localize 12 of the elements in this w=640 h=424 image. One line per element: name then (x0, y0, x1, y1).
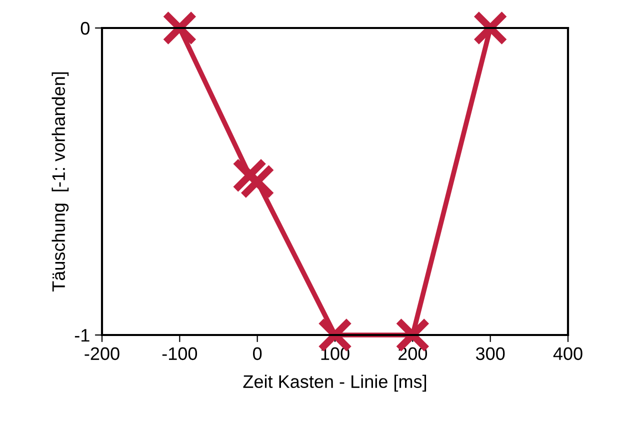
x-tick-label: 0 (253, 347, 262, 360)
x-tick-label: -100 (162, 347, 198, 360)
point (232, 158, 267, 193)
point (240, 164, 275, 199)
x-tick-label: -200 (84, 347, 120, 360)
point (162, 10, 198, 46)
x-tick-label: 300 (476, 347, 505, 360)
x-axis-title: Zeit Kasten - Linie [ms] (243, 374, 426, 392)
y-axis-title: Täuschung [-1: vorhanden] (52, 72, 69, 292)
y-tick-label: -1 (74, 329, 90, 342)
x-tick-label: 400 (553, 347, 582, 360)
point (472, 10, 508, 46)
